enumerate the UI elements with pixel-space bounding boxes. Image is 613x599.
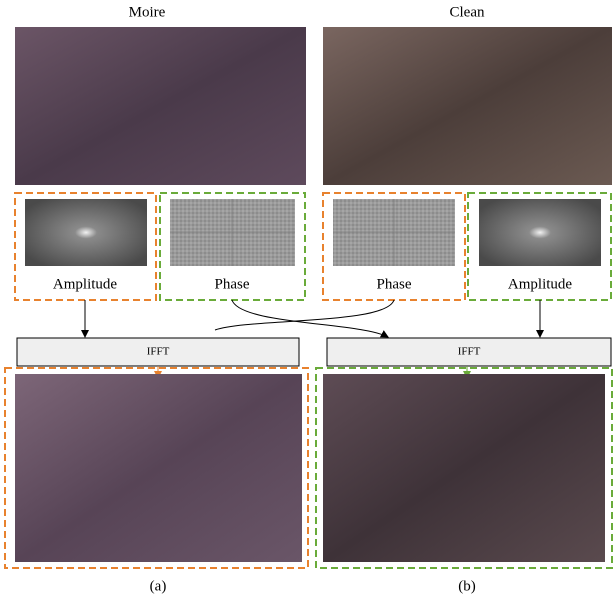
arrow	[232, 300, 388, 337]
input-label: Phase	[377, 276, 412, 292]
arrow	[215, 300, 394, 330]
op-label: IFFT	[147, 346, 170, 358]
left-title: Moire	[129, 4, 166, 20]
input-label: Amplitude	[508, 276, 573, 292]
input-label: Phase	[215, 276, 250, 292]
moire-image	[15, 27, 306, 185]
output-image	[15, 374, 302, 562]
caption: (a)	[150, 578, 167, 594]
right-title: Clean	[450, 4, 485, 20]
amplitude-spectrum	[25, 199, 147, 266]
op-label: IFFT	[458, 346, 481, 358]
caption: (b)	[458, 578, 476, 594]
figure: Moire Clean Amplitude Phase Phase Amplit…	[0, 0, 613, 599]
amplitude-spectrum	[479, 199, 601, 266]
input-label: Amplitude	[53, 276, 118, 292]
output-image	[323, 374, 605, 562]
clean-image	[323, 27, 612, 185]
